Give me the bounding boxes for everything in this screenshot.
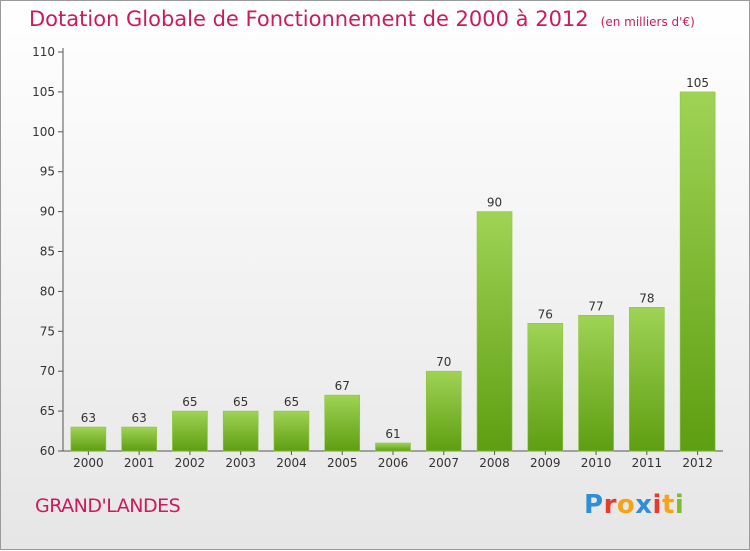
chart-title: Dotation Globale de Fonctionnement de 20… xyxy=(29,7,695,31)
bar-2010 xyxy=(578,315,614,452)
bar-2011 xyxy=(629,307,665,452)
value-label-2000: 63 xyxy=(81,411,96,425)
x-tick-label-2003: 2003 xyxy=(225,456,256,470)
y-tick-label: 70 xyxy=(40,364,55,378)
value-label-2012: 105 xyxy=(686,76,709,90)
x-tick-label-2000: 2000 xyxy=(73,456,104,470)
y-tick-label: 95 xyxy=(40,165,55,179)
chart-subtitle: (en milliers d'€) xyxy=(600,15,695,29)
x-tick-label-2006: 2006 xyxy=(378,456,409,470)
value-label-2007: 70 xyxy=(436,355,451,369)
value-label-2008: 90 xyxy=(487,196,502,210)
y-tick-label: 105 xyxy=(32,85,55,99)
value-label-2003: 65 xyxy=(233,395,248,409)
y-tick-label: 110 xyxy=(32,45,55,59)
bar-2012 xyxy=(679,91,716,452)
bar-2000 xyxy=(70,426,107,452)
x-tick-label-2007: 2007 xyxy=(428,456,459,470)
bar-2002 xyxy=(172,410,208,452)
bar-2003 xyxy=(222,410,259,452)
value-label-2002: 65 xyxy=(182,395,197,409)
x-tick-label-2001: 2001 xyxy=(124,456,155,470)
proxiti-logo: Proxiti xyxy=(584,490,685,520)
bar-2007 xyxy=(425,370,462,452)
x-tick-label-2002: 2002 xyxy=(175,456,206,470)
x-tick-label-2008: 2008 xyxy=(479,456,510,470)
value-label-2004: 65 xyxy=(284,395,299,409)
x-tick-label-2009: 2009 xyxy=(530,456,561,470)
bar-2001 xyxy=(121,426,157,452)
value-label-2011: 78 xyxy=(639,291,654,305)
x-tick-label-2004: 2004 xyxy=(276,456,307,470)
bar-2004 xyxy=(273,410,310,452)
commune-name: GRAND'LANDES xyxy=(35,495,181,517)
chart-title-text: Dotation Globale de Fonctionnement de 20… xyxy=(29,7,589,31)
bar-2006 xyxy=(375,442,411,452)
value-label-2010: 77 xyxy=(588,299,603,313)
value-label-2005: 67 xyxy=(335,379,350,393)
y-tick-label: 75 xyxy=(40,324,55,338)
x-tick-label-2005: 2005 xyxy=(327,456,358,470)
y-tick-label: 85 xyxy=(40,245,55,259)
y-tick-label: 100 xyxy=(32,125,55,139)
y-tick-label: 65 xyxy=(40,404,55,418)
y-tick-label: 60 xyxy=(40,444,55,458)
bar-2005 xyxy=(324,394,361,452)
x-tick-label-2011: 2011 xyxy=(632,456,663,470)
value-label-2006: 61 xyxy=(385,427,400,441)
x-tick-label-2012: 2012 xyxy=(682,456,713,470)
value-label-2001: 63 xyxy=(132,411,147,425)
bar-2009 xyxy=(527,323,564,452)
y-tick-label: 90 xyxy=(40,205,55,219)
x-tick-label-2010: 2010 xyxy=(581,456,612,470)
bar-2008 xyxy=(476,211,513,452)
y-tick-label: 80 xyxy=(40,284,55,298)
value-label-2009: 76 xyxy=(538,307,553,321)
